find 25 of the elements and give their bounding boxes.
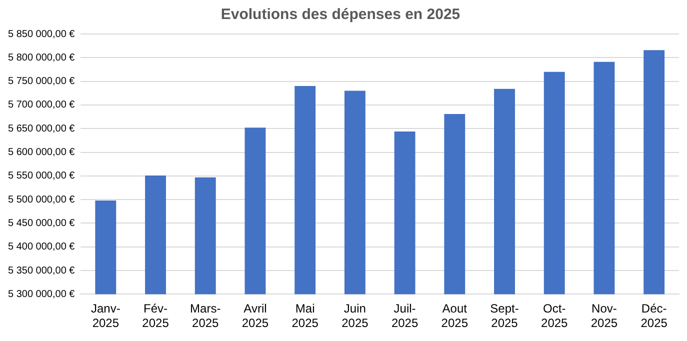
chart-title: Evolutions des dépenses en 2025 — [220, 6, 460, 24]
x-tick-label: Déc-2025 — [640, 302, 668, 330]
y-tick-label: 5 800 000,00 € — [8, 52, 76, 64]
x-tick-label: Mars-2025 — [190, 302, 221, 330]
x-tick-label: Fév-2025 — [142, 302, 170, 330]
y-tick-label: 5 450 000,00 € — [8, 218, 76, 229]
x-tick-label: Oct-2025 — [541, 302, 568, 330]
y-tick-label: 5 700 000,00 € — [8, 100, 76, 111]
x-tick-label: Mai 2025 — [292, 302, 319, 330]
y-tick-label: 5 500 000,00 € — [8, 194, 76, 206]
y-tick-label: 5 400 000,00 € — [8, 242, 76, 253]
y-tick-label: 5 850 000,00 € — [8, 28, 76, 40]
x-tick-label: Juil-2025 — [391, 302, 418, 330]
x-tick-label: Nov-2025 — [590, 302, 618, 330]
y-tick-label: 5 300 000,00 € — [8, 288, 76, 300]
y-tick-label: 5 550 000,00 € — [8, 170, 76, 182]
x-tick-label: Janv-2025 — [90, 302, 120, 330]
x-tick-label: Sept-2025 — [490, 302, 519, 330]
y-tick-label: 5 600 000,00 € — [8, 147, 76, 158]
x-tick-label: Avril 2025 — [242, 302, 269, 330]
x-tick-label: Aout 2025 — [441, 302, 468, 330]
y-tick-label: 5 650 000,00 € — [8, 123, 76, 134]
x-tick-label: Juin 2025 — [342, 302, 369, 330]
y-tick-label: 5 750 000,00 € — [8, 76, 76, 88]
y-tick-label: 5 350 000,00 € — [8, 265, 76, 276]
